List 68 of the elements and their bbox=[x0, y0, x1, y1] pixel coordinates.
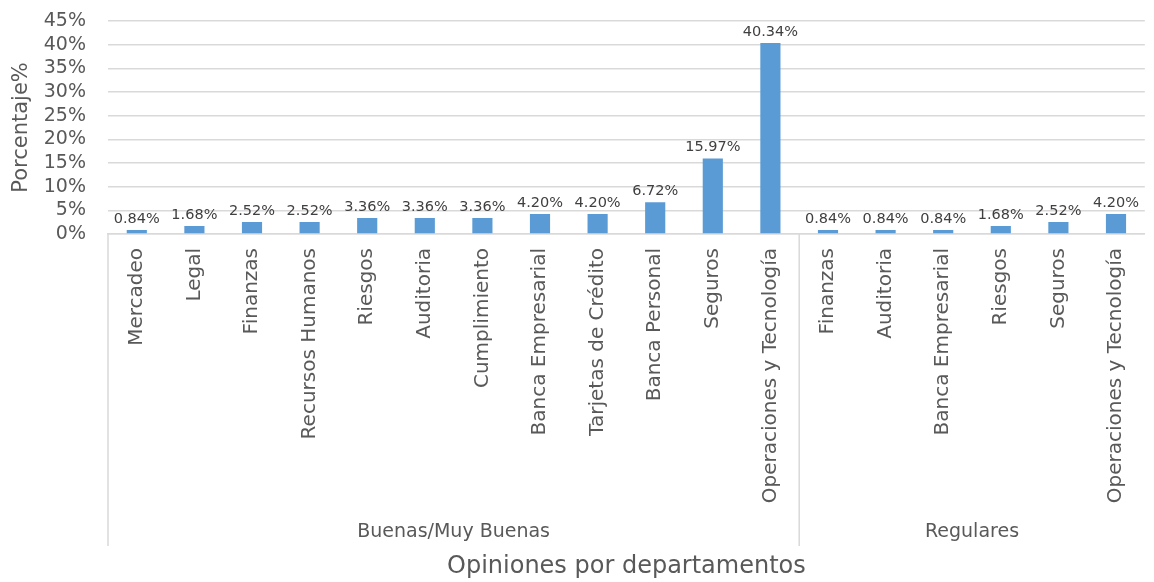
y-tick-label: 0% bbox=[55, 220, 86, 243]
data-label: 3.36% bbox=[344, 198, 391, 215]
data-label: 2.52% bbox=[1035, 202, 1082, 219]
x-tick-label: Riesgos bbox=[353, 248, 378, 326]
data-label: 3.36% bbox=[459, 198, 506, 215]
bar bbox=[933, 230, 954, 234]
x-tick-label: Banca Empresarial bbox=[526, 248, 551, 436]
x-tick-label: Tarjetas de Crédito bbox=[583, 248, 608, 437]
bar bbox=[126, 230, 147, 234]
bar bbox=[357, 218, 378, 234]
x-tick-label: Banca Personal bbox=[641, 248, 666, 402]
bar bbox=[990, 226, 1011, 234]
x-tick-label: Seguros bbox=[1044, 248, 1069, 329]
x-tick-label: Banca Empresarial bbox=[929, 248, 954, 436]
x-tick-label: Cumplimiento bbox=[468, 248, 493, 389]
x-axis-title: Opiniones por departamentos bbox=[447, 550, 806, 579]
x-tick-label: Mercadeo bbox=[123, 248, 147, 346]
data-label: 4.20% bbox=[1092, 194, 1140, 211]
bar bbox=[875, 230, 896, 234]
x-tick-label: Operaciones y Tecnología bbox=[756, 248, 781, 504]
bar bbox=[645, 202, 666, 234]
bar bbox=[184, 226, 205, 234]
data-label: 4.20% bbox=[516, 194, 564, 211]
bar bbox=[299, 222, 320, 234]
data-label: 6.72% bbox=[632, 182, 679, 199]
y-tick-label: 5% bbox=[55, 197, 86, 220]
bar bbox=[414, 218, 435, 234]
data-label: 2.52% bbox=[228, 202, 276, 219]
bar bbox=[702, 158, 723, 234]
x-tick-label: Seguros bbox=[699, 248, 723, 329]
data-label: 2.52% bbox=[286, 202, 333, 219]
x-tick-label: Recursos Humanos bbox=[295, 248, 320, 440]
x-tick-label: Auditoria bbox=[871, 248, 896, 339]
x-tick-label: Finanzas bbox=[238, 248, 263, 335]
y-tick-label: 15% bbox=[43, 149, 86, 172]
bar bbox=[587, 214, 608, 234]
y-tick-label: 45% bbox=[43, 7, 86, 30]
bar bbox=[1105, 214, 1127, 234]
y-tick-label: 35% bbox=[43, 55, 86, 78]
x-tick-label: Operaciones y Tecnología bbox=[1102, 248, 1127, 504]
bar bbox=[1048, 222, 1069, 234]
text: Buenas/Muy Buenas bbox=[357, 518, 551, 541]
data-label: 3.36% bbox=[401, 198, 448, 215]
y-tick-label: 25% bbox=[43, 102, 86, 125]
y-tick-label: 30% bbox=[43, 78, 86, 101]
x-tick-label: Finanzas bbox=[814, 248, 839, 335]
y-axis-title: Porcentaje% bbox=[8, 62, 33, 193]
bar bbox=[760, 43, 781, 234]
y-tick-label: 20% bbox=[43, 126, 86, 149]
y-tick-label: 10% bbox=[43, 173, 86, 196]
data-label: 40.34% bbox=[742, 23, 799, 40]
x-tick-label: Riesgos bbox=[987, 248, 1011, 326]
x-tick-label: Auditoria bbox=[411, 248, 435, 339]
data-label: 0.84% bbox=[862, 210, 909, 227]
data-label: 15.97% bbox=[685, 138, 741, 155]
bar bbox=[472, 218, 493, 234]
text: Regulares bbox=[924, 518, 1020, 541]
data-label: 0.84% bbox=[804, 210, 852, 227]
x-tick-label: Legal bbox=[180, 248, 205, 302]
bar bbox=[241, 222, 263, 234]
data-label: 0.84% bbox=[113, 210, 160, 227]
bar bbox=[529, 214, 551, 234]
bar bbox=[817, 230, 839, 234]
data-label: 0.84% bbox=[920, 210, 967, 227]
y-tick-label: 40% bbox=[43, 31, 86, 54]
data-label: 1.68% bbox=[977, 206, 1024, 223]
data-label: 4.20% bbox=[574, 194, 621, 211]
data-label: 1.68% bbox=[171, 206, 218, 223]
